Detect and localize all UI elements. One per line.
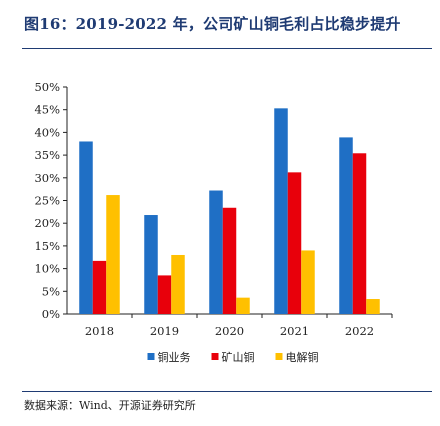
x-axis: 2018 2019 2020 2021 2022 (67, 313, 393, 338)
bar-电解铜-2022 (366, 299, 380, 314)
bar-矿山铜-2022 (352, 153, 367, 314)
bar-电解铜-2019 (171, 254, 185, 314)
y-tick-label: 50% (34, 80, 60, 94)
legend-label-矿山铜: 矿山铜 (222, 350, 255, 364)
bar-矿山铜-2019 (157, 275, 172, 314)
x-tick-label: 2020 (215, 324, 244, 338)
y-axis: 0% 5% 10% 15% 20% 25% 30% 35% 40% 45% 50% (34, 80, 68, 321)
bar-chart: 0% 5% 10% 15% 20% 25% 30% 35% 40% 45% 50% 2018 2019… (34, 80, 393, 364)
y-tick-label: 40% (34, 125, 60, 139)
legend-swatch-矿山铜 (211, 353, 219, 360)
y-tick-label: 35% (34, 148, 60, 162)
bar-铜业务-2019 (144, 215, 158, 314)
bar-电解铜-2021 (301, 250, 315, 314)
x-tick-label: 2018 (85, 324, 114, 338)
bar-铜业务-2022 (339, 137, 353, 314)
y-tick-label: 25% (34, 194, 60, 208)
y-tick-label: 45% (34, 103, 60, 117)
legend-label-铜业务: 铜业务 (158, 350, 191, 364)
y-tick-label: 0% (42, 307, 60, 321)
x-tick-label: 2019 (150, 324, 179, 338)
figure-title: 图16：2019-2022 年，公司矿山铜毛利占比稳步提升 (24, 15, 401, 33)
bar-铜业务-2020 (209, 190, 223, 314)
bar-电解铜-2018 (106, 195, 120, 314)
bar-矿山铜-2018 (92, 260, 107, 314)
title-divider (22, 48, 432, 49)
bar-电解铜-2020 (236, 297, 250, 314)
y-tick-label: 5% (42, 284, 60, 298)
y-tick-label: 10% (34, 262, 60, 276)
y-tick-label: 15% (34, 239, 60, 253)
y-tick-label: 30% (34, 171, 60, 185)
bars (79, 108, 380, 314)
source-divider (22, 391, 432, 392)
source-note: 数据来源：Wind、开源证券研究所 (24, 399, 196, 412)
legend-label-电解铜: 电解铜 (286, 350, 319, 364)
y-tick-label: 20% (34, 216, 60, 230)
x-tick-label: 2021 (280, 324, 309, 338)
legend-swatch-铜业务 (147, 353, 155, 360)
x-tick-label: 2022 (345, 324, 374, 338)
legend-swatch-电解铜 (275, 353, 283, 360)
bar-铜业务-2018 (79, 141, 93, 314)
bar-铜业务-2021 (274, 108, 288, 314)
bar-矿山铜-2020 (222, 207, 237, 314)
legend: 铜业务 矿山铜 电解铜 (147, 350, 319, 364)
bar-矿山铜-2021 (287, 172, 302, 314)
